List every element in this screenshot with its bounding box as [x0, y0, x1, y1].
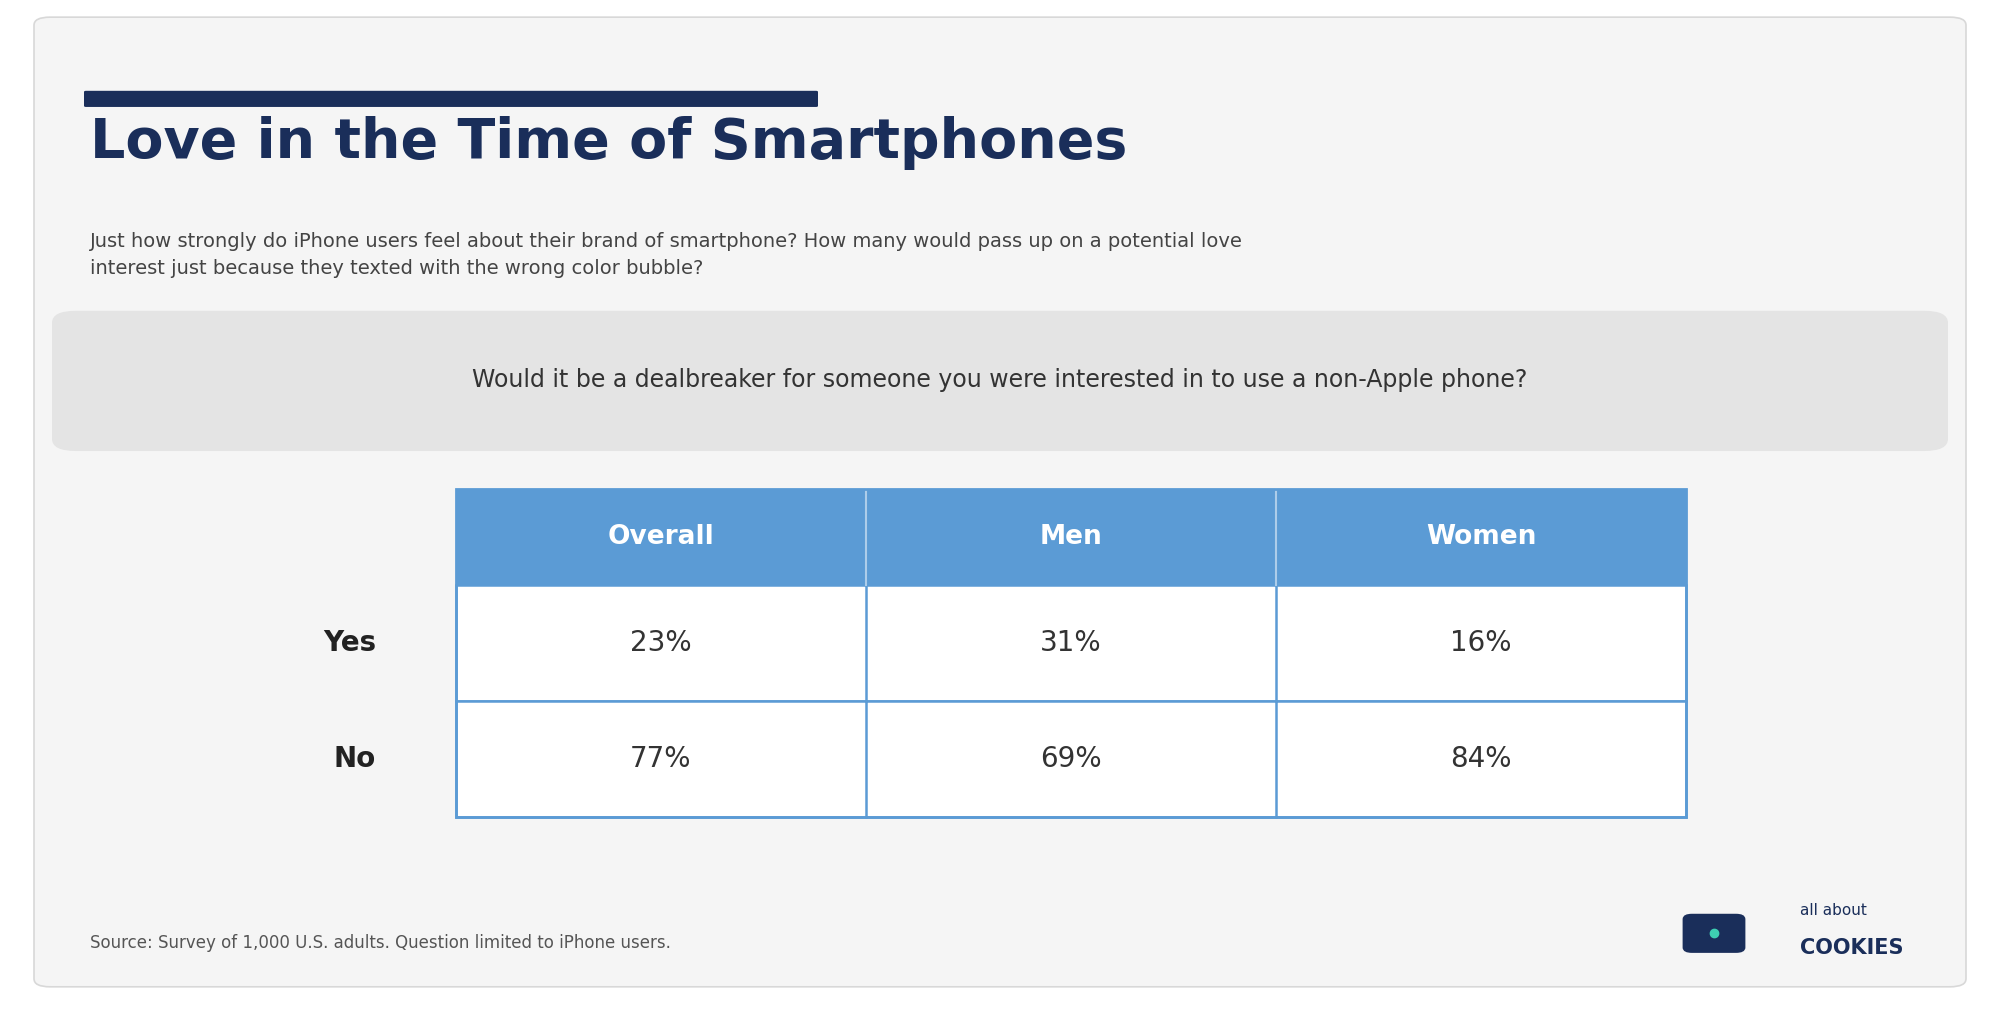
Text: Would it be a dealbreaker for someone you were interested in to use a non-Apple : Would it be a dealbreaker for someone yo…: [472, 368, 1528, 393]
Text: Men: Men: [1040, 525, 1102, 550]
FancyBboxPatch shape: [456, 489, 1686, 585]
Text: Just how strongly do iPhone users feel about their brand of smartphone? How many: Just how strongly do iPhone users feel a…: [90, 232, 1242, 277]
Text: Women: Women: [1426, 525, 1536, 550]
FancyBboxPatch shape: [34, 17, 1966, 987]
FancyBboxPatch shape: [1684, 915, 1744, 951]
Text: 69%: 69%: [1040, 746, 1102, 773]
Text: all about: all about: [1800, 903, 1866, 917]
FancyBboxPatch shape: [52, 311, 1948, 451]
Text: Yes: Yes: [322, 630, 376, 657]
FancyBboxPatch shape: [456, 585, 1686, 701]
Text: Love in the Time of Smartphones: Love in the Time of Smartphones: [90, 116, 1128, 171]
Text: 77%: 77%: [630, 746, 692, 773]
Text: No: No: [334, 746, 376, 773]
Text: 23%: 23%: [630, 630, 692, 657]
FancyBboxPatch shape: [84, 91, 818, 107]
Text: 31%: 31%: [1040, 630, 1102, 657]
Text: 16%: 16%: [1450, 630, 1512, 657]
Text: COOKIES: COOKIES: [1800, 938, 1904, 959]
FancyBboxPatch shape: [456, 701, 1686, 817]
Text: Source: Survey of 1,000 U.S. adults. Question limited to iPhone users.: Source: Survey of 1,000 U.S. adults. Que…: [90, 934, 670, 952]
Text: Overall: Overall: [608, 525, 714, 550]
Text: 84%: 84%: [1450, 746, 1512, 773]
